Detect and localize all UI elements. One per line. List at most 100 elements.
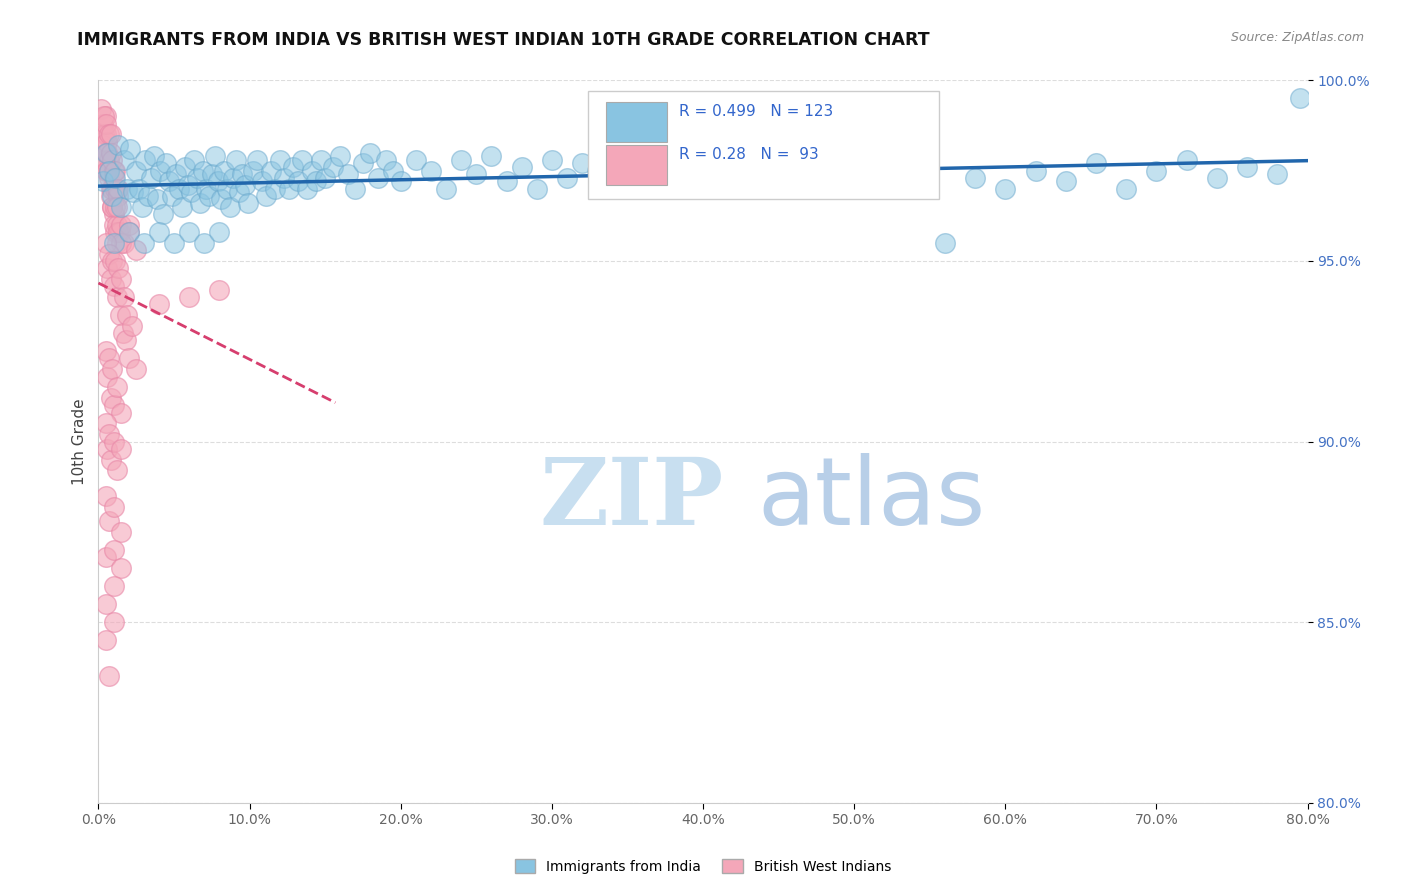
Point <box>132 235 155 250</box>
Text: Source: ZipAtlas.com: Source: ZipAtlas.com <box>1230 31 1364 45</box>
Point <box>100 391 122 405</box>
Point <box>752 156 775 170</box>
Y-axis label: 10th Grade: 10th Grade <box>72 398 87 485</box>
Point <box>242 163 264 178</box>
Point <box>170 200 193 214</box>
Point <box>994 181 1017 195</box>
Point <box>94 163 117 178</box>
Point <box>103 207 125 221</box>
Point <box>96 145 118 160</box>
Legend: Immigrants from India, British West Indians: Immigrants from India, British West Indi… <box>508 852 898 880</box>
Point <box>108 225 131 239</box>
Point <box>1236 160 1258 174</box>
Point <box>173 160 195 174</box>
Point <box>110 561 132 575</box>
Point <box>105 218 128 232</box>
Point <box>208 225 231 239</box>
Point <box>146 193 169 207</box>
Point <box>188 196 211 211</box>
Point <box>103 399 125 413</box>
Point <box>103 615 125 630</box>
Point <box>233 178 256 192</box>
Point <box>360 145 382 160</box>
Point <box>179 290 201 304</box>
Point <box>98 170 121 185</box>
Point <box>314 170 336 185</box>
Point <box>904 153 927 167</box>
Point <box>207 174 229 188</box>
Point <box>101 181 124 195</box>
Point <box>98 514 121 528</box>
Text: R = 0.499   N = 123: R = 0.499 N = 123 <box>679 103 834 119</box>
Point <box>692 163 714 178</box>
Point <box>94 417 117 431</box>
Point <box>96 163 118 178</box>
Point <box>111 326 134 341</box>
Text: ZIP: ZIP <box>540 454 724 544</box>
Point <box>631 153 654 167</box>
Point <box>110 406 132 420</box>
Point <box>103 543 125 558</box>
Point <box>105 200 128 214</box>
Point <box>295 181 318 195</box>
Point <box>107 181 129 195</box>
Point <box>94 633 117 648</box>
Point <box>264 181 287 195</box>
Point <box>107 189 129 203</box>
Point <box>540 153 562 167</box>
Point <box>167 181 190 195</box>
Point <box>322 160 344 174</box>
Point <box>103 218 125 232</box>
Point <box>94 489 117 503</box>
Point <box>228 186 250 200</box>
Point <box>103 579 125 593</box>
Point <box>118 218 141 232</box>
Point <box>254 189 277 203</box>
Point <box>163 235 186 250</box>
Point <box>204 149 226 163</box>
Point <box>125 163 148 178</box>
Point <box>110 442 132 456</box>
Point <box>965 170 987 185</box>
Point <box>128 181 150 195</box>
Point <box>98 351 121 366</box>
Point <box>287 174 309 188</box>
Point <box>661 160 683 174</box>
Point <box>121 318 143 333</box>
Point <box>103 163 125 178</box>
Point <box>219 200 242 214</box>
Point <box>110 272 132 286</box>
Point <box>405 153 427 167</box>
Point <box>100 128 122 142</box>
Point <box>305 174 328 188</box>
Point <box>165 167 187 181</box>
Point <box>93 128 115 142</box>
Point <box>180 186 202 200</box>
Point <box>104 200 127 214</box>
Point <box>526 181 548 195</box>
Point <box>602 149 624 163</box>
Point <box>112 290 135 304</box>
Point <box>374 153 396 167</box>
FancyBboxPatch shape <box>606 145 666 185</box>
Point <box>555 170 578 185</box>
Point <box>222 170 245 185</box>
Point <box>434 181 457 195</box>
Point <box>269 153 291 167</box>
Point <box>103 434 125 449</box>
Point <box>152 207 174 221</box>
Point <box>291 153 314 167</box>
Point <box>141 170 163 185</box>
Point <box>586 163 609 178</box>
Point <box>125 362 148 376</box>
Point <box>100 181 122 195</box>
Point <box>131 200 153 214</box>
Point <box>209 193 232 207</box>
Point <box>215 181 238 195</box>
Point <box>191 163 214 178</box>
Point <box>98 246 121 260</box>
Point <box>101 200 124 214</box>
Point <box>246 153 269 167</box>
Point <box>90 102 112 116</box>
Point <box>450 153 472 167</box>
